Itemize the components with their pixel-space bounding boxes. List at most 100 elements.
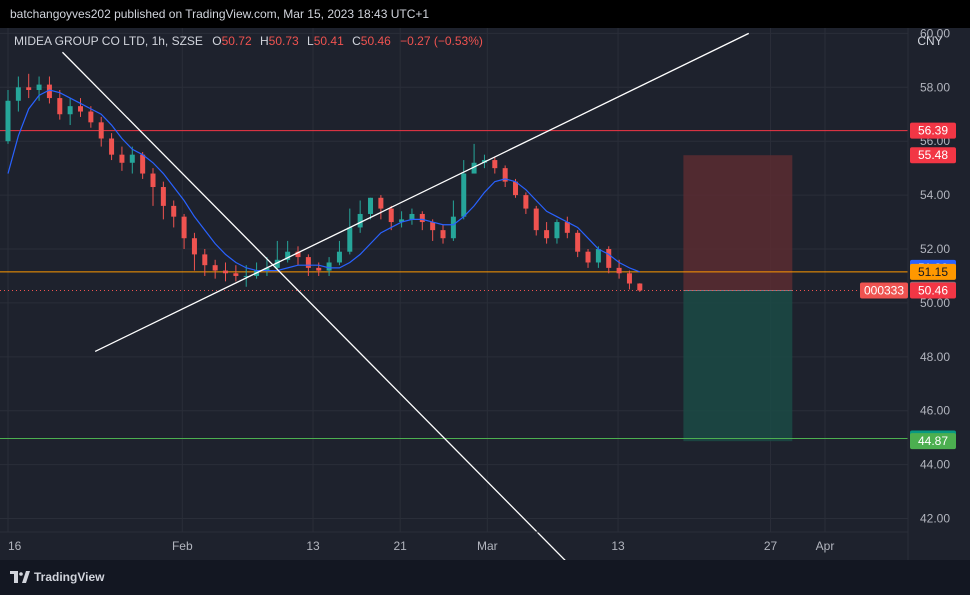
candle-body (513, 181, 519, 196)
candle-body (336, 251, 342, 263)
x-tick-label: 27 (764, 539, 778, 553)
candle-body (98, 122, 104, 139)
legend-h-value: 50.73 (269, 34, 299, 48)
chart-area[interactable]: 42.00 44.00 46.00 48.00 50.00 52.00 54.00 56.00… (0, 26, 970, 571)
legend-o-label: O (212, 34, 221, 48)
x-tick-label: 13 (611, 539, 625, 553)
candle-body (388, 208, 394, 223)
legend-l-value: 50.41 (314, 34, 344, 48)
y-tick-label: 44.00 (920, 458, 950, 472)
trend-line (62, 51, 575, 571)
price-tag-bg (910, 122, 956, 139)
candle-body (399, 219, 405, 223)
price-tag-bg (910, 263, 956, 280)
y-tick-label: 58.00 (920, 80, 950, 94)
x-tick-label: 13 (306, 539, 320, 553)
tradingview-logo[interactable]: TradingView (10, 570, 104, 584)
candle-body (233, 273, 239, 276)
trend-lines (62, 32, 750, 571)
legend-title: MIDEA GROUP CO LTD, 1h, SZSE (14, 34, 203, 48)
x-tick-label: 21 (393, 539, 407, 553)
candle-body (626, 273, 632, 284)
position-zones (683, 155, 793, 442)
legend-o-value: 50.72 (222, 34, 252, 48)
y-tick-label: 48.00 (920, 350, 950, 364)
candle-body (316, 267, 322, 271)
candle-body (109, 138, 115, 155)
horizontal-levels (0, 130, 908, 439)
candle-body (440, 230, 446, 239)
candle-body (347, 227, 353, 252)
legend-change: −0.27 (−0.53%) (400, 34, 483, 48)
candle-body (67, 106, 73, 115)
y-tick-label: 52.00 (920, 242, 950, 256)
candle-body (150, 173, 156, 188)
candle-body (575, 232, 581, 252)
candlestick-chart[interactable]: 42.0044.0046.0048.0050.0052.0054.0056.00… (0, 26, 970, 571)
trend-line (94, 32, 750, 353)
candles (5, 73, 643, 292)
price-tag-label: 44.87 (918, 434, 948, 448)
candle-body (564, 222, 570, 233)
symbol-tag-bg (860, 282, 908, 299)
stop-loss-zone (683, 155, 793, 291)
candle-body (46, 84, 52, 99)
candle-body (616, 267, 622, 274)
candle-body (78, 106, 84, 112)
candle-body (554, 222, 560, 239)
symbol-tag-label: 000333 (864, 284, 904, 298)
candle-body (88, 111, 94, 123)
candle-body (36, 84, 42, 90)
price-tag-bg (910, 282, 956, 299)
price-tag-label: 51.15 (918, 265, 948, 279)
publisher-text: batchangoyves202 published on TradingVie… (10, 7, 430, 21)
candle-body (140, 154, 146, 174)
candle-body (5, 100, 11, 142)
candle-body (595, 249, 601, 263)
candle-body (637, 283, 643, 291)
candle-body (305, 257, 311, 268)
candle-body (502, 168, 508, 182)
y-tick-label: 42.00 (920, 512, 950, 526)
take-profit-zone (683, 290, 793, 442)
price-tag-label: 50.46 (918, 284, 948, 298)
candle-body (357, 213, 363, 228)
moving-average (7, 89, 641, 273)
candle-body (160, 187, 166, 206)
candle-body (492, 160, 498, 169)
time-axis[interactable]: 16 Feb 13 21 Mar 13 27 Apr (8, 539, 834, 553)
candle-body (57, 98, 63, 115)
candle-body (471, 162, 477, 174)
publisher-header: batchangoyves202 published on TradingVie… (0, 0, 970, 28)
price-axis[interactable]: 42.0044.0046.0048.0050.0052.0054.0056.00… (0, 26, 950, 560)
candle-body (274, 259, 280, 268)
candle-body (181, 216, 187, 239)
candle-body (191, 238, 197, 255)
candle-body (326, 262, 332, 271)
legend-c-label: C (352, 34, 361, 48)
candle-body (223, 270, 229, 274)
candle-body (119, 154, 125, 163)
candle-body (285, 251, 291, 260)
legend-l-label: L (307, 34, 314, 48)
candle-body (202, 254, 208, 266)
candle-body (264, 267, 270, 271)
legend: MIDEA GROUP CO LTD, 1h, SZSE O50.72 H50.… (14, 34, 483, 48)
candle-body (129, 154, 135, 163)
price-tag-label: 56.39 (918, 124, 948, 138)
candle-body (368, 197, 374, 214)
x-tick-label: Feb (172, 539, 193, 553)
price-tags: 56.3955.4851.3051.1550.4950.4644.9744.87… (860, 122, 956, 450)
legend-h-label: H (260, 34, 269, 48)
candle-body (544, 230, 550, 239)
candle-body (533, 208, 539, 231)
candle-body (419, 213, 425, 223)
candle-body (171, 205, 177, 217)
x-tick-label: Mar (477, 539, 498, 553)
candle-body (409, 213, 415, 220)
y-tick-label: 50.00 (920, 296, 950, 310)
candle-body (378, 197, 384, 209)
candle-body (585, 251, 591, 263)
price-tag-label: 55.48 (918, 148, 948, 162)
candle-body (523, 195, 529, 209)
